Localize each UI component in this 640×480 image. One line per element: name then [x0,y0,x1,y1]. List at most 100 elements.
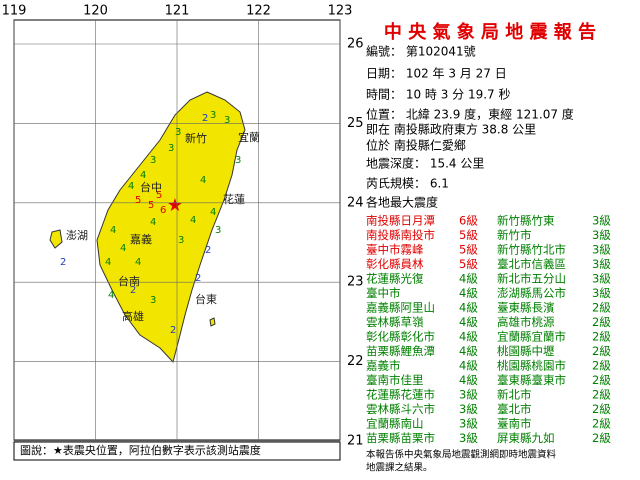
station-name: 苗栗縣鯉魚潭 [366,344,435,358]
station-level: 2級 [592,330,611,344]
station-intensity: 4 [150,217,156,228]
station-name: 新竹市 [497,228,532,242]
station-level: 4級 [459,359,478,373]
report-line: 位置： 北緯 23.9 度，東經 121.07 度 [366,107,574,122]
taiwan [96,91,246,364]
station-intensity: 2 [202,113,208,124]
place-name: 澎湖 [66,229,88,242]
report-line: 時間： 10 時 3 分 19.7 秒 [366,88,511,102]
station-level: 3級 [459,417,478,431]
place-name: 台中 [140,180,162,194]
station-name: 宜蘭縣宜蘭市 [497,330,566,344]
station-name: 高雄市桃源 [497,315,555,329]
station-intensity: 3 [210,110,216,121]
footnote: 地震課之結果。 [366,462,433,474]
station-intensity: 3 [178,235,184,246]
station-level: 4級 [459,315,478,329]
station-level: 3級 [459,431,478,445]
station-intensity: 5 [156,190,162,201]
station-name: 屏東縣九如 [497,431,555,445]
station-name: 新北市 [497,388,532,402]
station-name: 宜蘭縣南山 [366,417,424,431]
station-intensity: 4 [140,170,146,181]
station-level: 5級 [459,228,478,242]
station-level: 2級 [592,402,611,416]
green-island [209,317,216,327]
station-intensity: 2 [195,273,201,284]
station-level: 2級 [592,373,611,387]
station-name: 臺北市信義區 [497,257,566,271]
station-name: 臺中市 [366,286,401,300]
report-line: 芮氏規模： 6.1 [366,176,449,191]
station-name: 臺中市霧峰 [366,243,424,257]
station-name: 臺東縣長濱 [497,301,555,315]
penghu [49,229,63,249]
report-line: 編號： 第102041號 [366,44,476,59]
station-intensity: 3 [224,115,230,126]
station-name: 嘉義市 [366,359,401,373]
station-level: 3級 [459,402,478,416]
place-name: 台南 [118,274,140,288]
station-level: 6級 [459,214,478,228]
place-name: 花蓮 [223,192,245,206]
place-name: 嘉義 [130,232,152,246]
lon-label: 122 [246,4,271,19]
station-intensity: 2 [130,285,136,296]
station-name: 花蓮縣花蓮市 [366,388,435,402]
station-level: 3級 [459,388,478,402]
station-intensity: 4 [108,290,114,301]
title: 中 央 氣 象 局 地 震 報 告 [384,21,596,43]
station-intensity: 4 [120,243,126,254]
station-level: 2級 [592,417,611,431]
lon-label: 123 [328,4,353,19]
place-name: 宜蘭 [238,130,260,144]
legend: 圖說：★表震央位置，阿拉伯數字表示該測站震度 [20,443,261,457]
station-intensity: 4 [110,225,116,236]
station-name: 彰化縣彰化市 [366,330,435,344]
place-name: 高雄 [122,309,144,323]
station-name: 新竹縣竹北市 [497,243,566,257]
station-name: 彰化縣員林 [366,257,424,271]
lon-label: 120 [83,4,108,19]
station-name: 嘉義縣阿里山 [366,301,435,315]
station-intensity: 3 [235,155,241,166]
station-name: 澎湖縣馬公市 [497,286,566,300]
station-name: 新竹縣竹東 [497,214,555,228]
station-level: 4級 [459,373,478,387]
lat-label: 22 [347,354,364,369]
station-level: 2級 [592,359,611,373]
place-name: 台東 [195,292,217,306]
lat-label: 24 [347,195,364,210]
station-name: 臺南市佳里 [366,373,424,387]
station-level: 4級 [459,272,478,286]
report-line: 地震深度： 15.4 公里 [366,156,484,171]
epicenter-star: ★ [167,195,183,216]
station-name: 苗栗縣苗栗市 [366,431,435,445]
station-intensity: 5 [148,200,154,211]
station-intensity: 4 [105,257,111,268]
station-name: 臺北市 [497,402,532,416]
station-level: 2級 [592,431,611,445]
station-intensity: 5 [135,195,141,206]
report-line: 即在 南投縣政府東方 38.8 公里 [366,122,536,137]
station-level: 3級 [592,257,611,271]
station-level: 2級 [592,315,611,329]
station-name: 桃園縣桃園市 [497,359,566,373]
lon-label: 121 [165,4,190,19]
station-intensity: 3 [215,225,221,236]
station-intensity: 6 [160,205,166,216]
report-line: 日期： 102 年 3 月 27 日 [366,67,507,81]
station-level: 3級 [592,272,611,286]
station-intensity: 2 [60,257,66,268]
station-name: 雲林縣草嶺 [366,315,424,329]
report-line: 各地最大震度 [366,195,438,210]
station-intensity: 2 [170,325,176,336]
lon-label: 119 [2,4,27,19]
station-level: 3級 [592,214,611,228]
station-level: 2級 [592,301,611,315]
report-line: 位於 南投縣仁愛鄉 [366,138,466,153]
station-name: 臺東縣臺東市 [497,373,566,387]
station-intensity: 4 [200,175,206,186]
station-name: 臺南市 [497,417,532,431]
